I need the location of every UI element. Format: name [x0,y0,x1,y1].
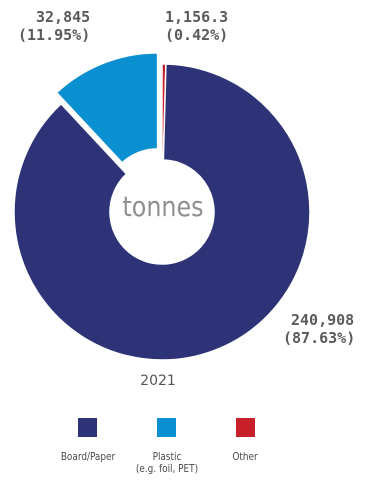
legend-swatch-plastic [157,418,176,437]
chart-caption-year: 2021 [140,373,176,389]
data-label-other: 1,156.3 (0.42%) [165,8,228,44]
legend-label-board-paper: Board/Paper [60,450,116,463]
data-label-board-paper-value: 240,908 [291,311,355,329]
data-label-plastic-percent: (11.95%) [18,26,91,44]
legend-swatch-other [236,418,255,437]
data-label-other-value: 1,156.3 [165,8,229,26]
slice-board-paper [13,63,311,361]
data-label-other-percent: (0.42%) [165,26,229,44]
data-label-plastic-value: 32,845 [36,8,91,26]
data-label-board-paper-percent: (87.63%) [283,329,356,347]
donut-center-label: tonnes [122,190,204,223]
slice-plastic [55,52,159,164]
legend-label-plastic-line1: Plastic [152,450,182,463]
legend-label-plastic-line2: (e.g. foil, PET) [135,462,199,475]
data-label-plastic: 32,845 (11.95%) [18,8,90,44]
legend-label-plastic: Plastic (e.g. foil, PET) [126,451,209,475]
data-label-board-paper: 240,908 (87.63%) [283,311,355,347]
legend-swatch-board-paper [78,418,97,437]
legend-label-other: Other [232,450,258,463]
